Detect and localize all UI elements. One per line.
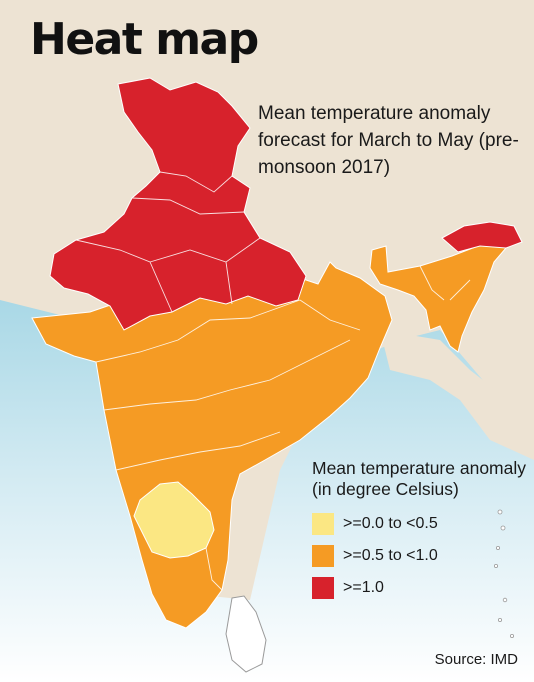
islands [493,509,514,639]
sri-lanka [225,595,267,673]
legend: Mean temperature anomaly (in degree Cels… [312,458,527,608]
map-subtitle: Mean temperature anomaly forecast for Ma… [258,103,519,178]
legend-item-mid: >=0.5 to <1.0 [312,544,527,568]
state-boundaries [75,171,471,591]
sea [0,300,534,682]
legend-swatch-mid [312,545,334,567]
page-title: Heat map [30,14,259,65]
legend-swatch-low [312,513,334,535]
region-red-northeast [441,221,523,253]
region-orange-northeast [369,239,507,353]
legend-label-low: >=0.0 to <0.5 [343,515,438,532]
legend-label-mid: >=0.5 to <1.0 [343,547,438,564]
source-credit: Source: IMD [434,651,518,668]
legend-label-high: >=1.0 [343,579,384,596]
legend-item-low: >=0.0 to <0.5 [312,512,527,536]
legend-swatch-high [312,577,334,599]
legend-item-high: >=1.0 [312,576,527,600]
neighbour-land [380,330,534,460]
legend-title: Mean temperature anomaly (in degree Cels… [312,458,526,499]
